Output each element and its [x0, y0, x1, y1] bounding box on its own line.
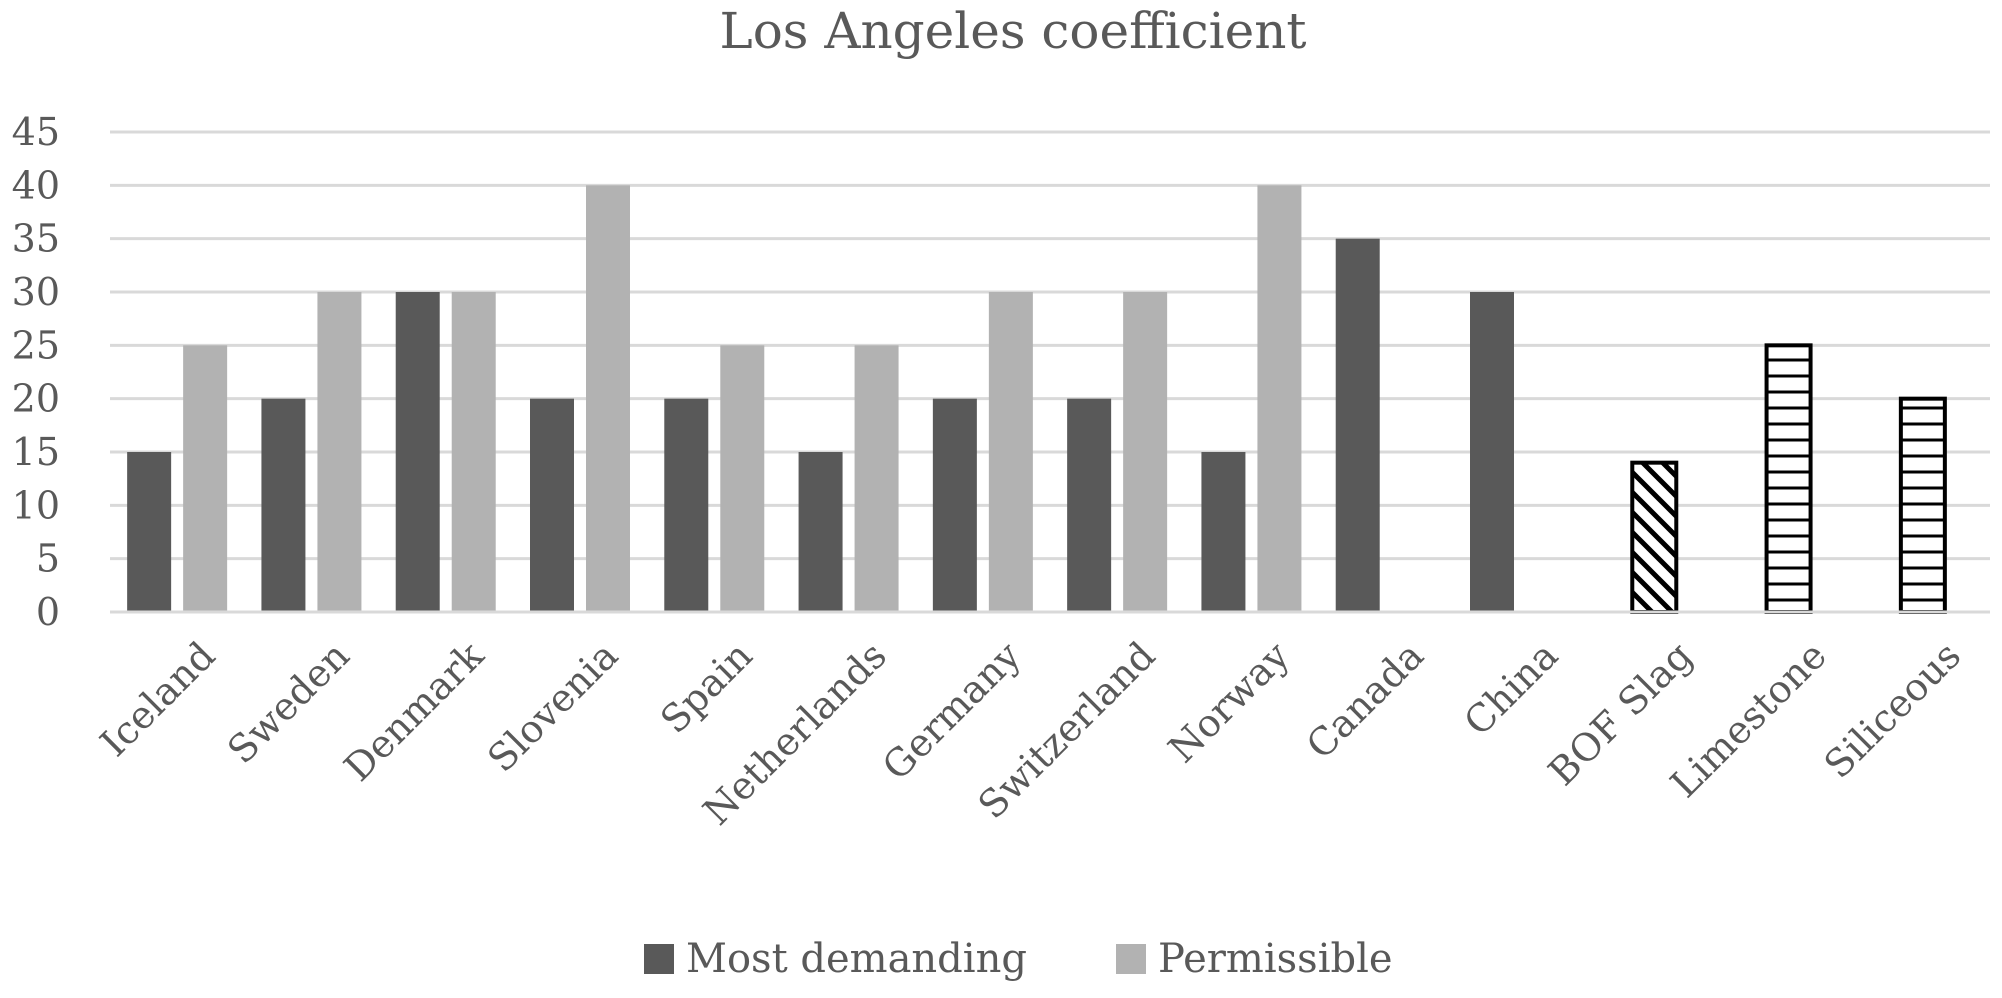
- bar-most-demanding-iceland: [127, 452, 172, 612]
- bar-bof-slag: [1630, 460, 1679, 614]
- legend-swatch-permissible: [1116, 944, 1146, 974]
- y-tick-label-0: 0: [36, 590, 60, 634]
- bar-most-demanding-slovenia: [530, 398, 574, 612]
- y-tick-label-15: 15: [12, 430, 60, 474]
- legend: Most demanding Permissible: [644, 936, 1393, 982]
- bar-most-demanding-canada: [1335, 238, 1380, 612]
- y-tick-label-30: 30: [12, 270, 60, 314]
- y-tick-label-35: 35: [12, 217, 60, 261]
- y-tick-label-10: 10: [12, 483, 60, 527]
- x-label-canada: Canada: [1298, 633, 1432, 767]
- bar-most-demanding-netherlands: [798, 452, 843, 612]
- y-tick-label-45: 45: [12, 110, 60, 154]
- x-label-denmark: Denmark: [336, 633, 493, 790]
- bar-permissible-spain: [720, 345, 765, 612]
- bar-most-demanding-switzerland: [1067, 398, 1112, 612]
- x-label-siliceous: Siliceous: [1816, 633, 1970, 787]
- x-label-china: China: [1455, 633, 1566, 744]
- legend-swatch-most-demanding: [644, 944, 674, 974]
- chart-title: Los Angeles coefficient: [720, 2, 1307, 60]
- y-tick-label-25: 25: [12, 323, 60, 367]
- bar-permissible-iceland: [183, 345, 228, 612]
- y-tick-label-40: 40: [12, 163, 60, 207]
- bar-permissible-norway: [1257, 185, 1302, 613]
- bar-most-demanding-china: [1470, 292, 1514, 612]
- x-label-iceland: Iceland: [92, 633, 224, 765]
- bar-permissible-denmark: [451, 292, 496, 612]
- bar-permissible-switzerland: [1123, 292, 1168, 612]
- x-label-sweden: Sweden: [219, 633, 358, 772]
- x-label-slovenia: Slovenia: [479, 633, 626, 780]
- y-tick-label-20: 20: [12, 377, 60, 421]
- bar-permissible-sweden: [317, 292, 362, 612]
- bar-most-demanding-sweden: [261, 398, 306, 612]
- bar-permissible-slovenia: [586, 185, 630, 613]
- bar-most-demanding-germany: [932, 398, 977, 612]
- bar-siliceous: [1898, 396, 1947, 614]
- legend-label-most-demanding: Most demanding: [686, 936, 1027, 982]
- bars: [110, 185, 1990, 614]
- gridlines: [110, 130, 1990, 614]
- y-tick-label-5: 5: [36, 537, 60, 581]
- bar-most-demanding-norway: [1201, 452, 1246, 612]
- bar-limestone: [1764, 343, 1813, 614]
- bar-permissible-netherlands: [854, 345, 899, 612]
- bar-most-demanding-denmark: [395, 292, 440, 612]
- x-label-norway: Norway: [1160, 633, 1298, 771]
- legend-label-permissible: Permissible: [1158, 936, 1393, 982]
- bar-most-demanding-spain: [664, 398, 709, 612]
- x-label-spain: Spain: [652, 633, 761, 742]
- bar-permissible-germany: [988, 292, 1033, 612]
- y-axis-ticks: 0 5 10 15 20 25 30 35 40 45: [12, 110, 60, 634]
